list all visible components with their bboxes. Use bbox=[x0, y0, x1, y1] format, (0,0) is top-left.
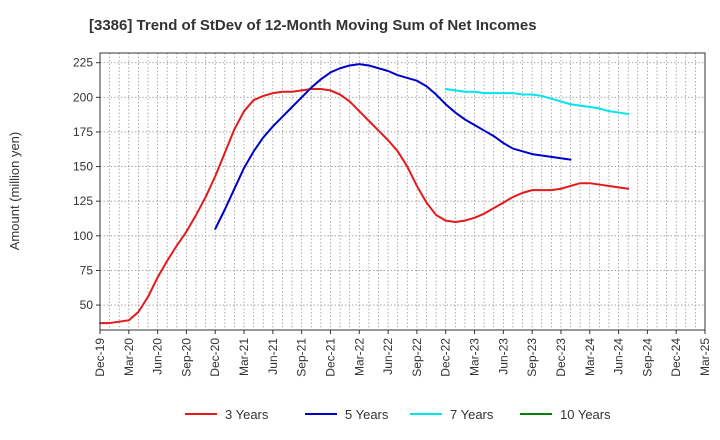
x-tick-label: Dec-24 bbox=[669, 338, 683, 377]
x-tick-label: Mar-25 bbox=[698, 338, 712, 376]
y-tick-label: 125 bbox=[73, 194, 93, 208]
x-tick-label: Jun-23 bbox=[496, 338, 510, 375]
y-tick-label: 175 bbox=[73, 125, 93, 139]
axes: 50 75 100 125 150 175 200 225 Dec-19 Mar-20 Jun-20… bbox=[73, 52, 712, 377]
x-tick-label: Sep-23 bbox=[525, 338, 539, 377]
x-tick-label: Dec-19 bbox=[93, 338, 107, 377]
x-tick-label: Sep-21 bbox=[295, 338, 309, 377]
y-tick-label: 50 bbox=[80, 298, 94, 312]
legend-label-10-years: 10 Years bbox=[560, 407, 611, 422]
legend: 3 Years 5 Years 7 Years 10 Years bbox=[185, 407, 611, 422]
series-lines bbox=[99, 63, 630, 325]
grid bbox=[100, 53, 705, 330]
series-line-3-years bbox=[99, 88, 630, 325]
legend-label-3-years: 3 Years bbox=[225, 407, 269, 422]
x-tick-label: Jun-21 bbox=[266, 338, 280, 375]
x-tick-label: Mar-23 bbox=[468, 338, 482, 376]
x-tick-label: Sep-20 bbox=[179, 338, 193, 377]
legend-label-5-years: 5 Years bbox=[345, 407, 389, 422]
y-axis-label: Amount (million yen) bbox=[7, 132, 22, 251]
x-tick-label: Dec-22 bbox=[439, 338, 453, 377]
y-tick-label: 100 bbox=[73, 229, 93, 243]
chart-title: [3386] Trend of StDev of 12-Month Moving… bbox=[89, 17, 537, 34]
y-tick-label: 225 bbox=[73, 56, 93, 70]
x-tick-label: Mar-21 bbox=[237, 338, 251, 376]
x-tick-label: Sep-22 bbox=[410, 338, 424, 377]
x-tick-label: Jun-24 bbox=[612, 338, 626, 375]
x-tick-label: Dec-23 bbox=[554, 338, 568, 377]
x-tick-label: Dec-21 bbox=[323, 338, 337, 377]
x-tick-label: Mar-22 bbox=[352, 338, 366, 376]
x-tick-label: Jun-20 bbox=[151, 338, 165, 375]
x-tick-label: Sep-24 bbox=[640, 338, 654, 377]
x-tick-label: Jun-22 bbox=[381, 338, 395, 375]
x-tick-label: Mar-24 bbox=[583, 338, 597, 376]
legend-label-7-years: 7 Years bbox=[450, 407, 494, 422]
x-tick-label: Mar-20 bbox=[122, 338, 136, 376]
y-tick-label: 150 bbox=[73, 160, 93, 174]
y-tick-label: 75 bbox=[80, 263, 94, 277]
series-line-5-years bbox=[214, 63, 572, 230]
series-line-7-years bbox=[444, 88, 630, 115]
plot-frame bbox=[99, 52, 706, 331]
x-tick-label: Dec-20 bbox=[208, 338, 222, 377]
y-tick-label: 200 bbox=[73, 90, 93, 104]
